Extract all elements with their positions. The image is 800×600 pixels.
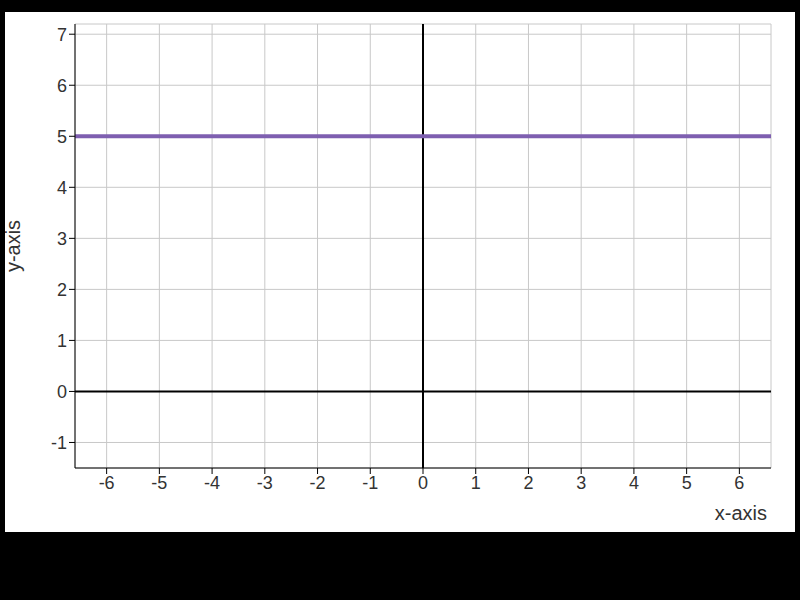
- svg-text:-1: -1: [51, 433, 67, 453]
- svg-text:-3: -3: [257, 473, 273, 493]
- svg-text:-2: -2: [310, 473, 326, 493]
- svg-text:0: 0: [57, 382, 67, 402]
- svg-text:4: 4: [57, 178, 67, 198]
- svg-text:-1: -1: [362, 473, 378, 493]
- svg-text:5: 5: [57, 127, 67, 147]
- svg-text:7: 7: [57, 25, 67, 45]
- svg-text:y-axis: y-axis: [8, 220, 24, 272]
- svg-text:-5: -5: [151, 473, 167, 493]
- svg-text:x-axis: x-axis: [715, 502, 767, 524]
- svg-text:5: 5: [682, 473, 692, 493]
- svg-text:-6: -6: [99, 473, 115, 493]
- svg-text:6: 6: [734, 473, 744, 493]
- svg-text:3: 3: [57, 229, 67, 249]
- svg-text:2: 2: [523, 473, 533, 493]
- svg-text:6: 6: [57, 76, 67, 96]
- svg-text:-4: -4: [204, 473, 220, 493]
- svg-text:4: 4: [629, 473, 639, 493]
- svg-text:2: 2: [57, 280, 67, 300]
- svg-text:0: 0: [418, 473, 428, 493]
- svg-text:1: 1: [57, 331, 67, 351]
- svg-text:3: 3: [576, 473, 586, 493]
- svg-text:1: 1: [471, 473, 481, 493]
